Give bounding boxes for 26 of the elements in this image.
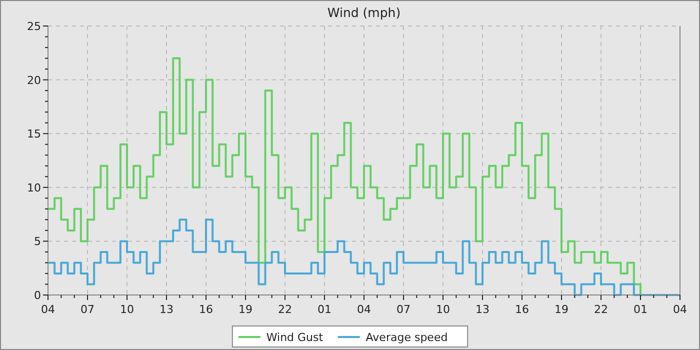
- x-tick-label: 22: [278, 303, 292, 316]
- y-tick-label: 15: [27, 128, 41, 141]
- x-tick-label: 10: [436, 303, 450, 316]
- x-tick-label: 13: [160, 303, 174, 316]
- y-tick-label: 0: [34, 289, 41, 302]
- x-tick-label: 19: [238, 303, 252, 316]
- x-tick-label: 01: [318, 303, 332, 316]
- x-tick-label: 10: [120, 303, 134, 316]
- x-tick-label: 13: [476, 303, 490, 316]
- x-tick-label: 16: [515, 303, 529, 316]
- x-tick-label: 07: [396, 303, 410, 316]
- y-tick-label: 20: [27, 74, 41, 87]
- x-tick-label: 19: [554, 303, 568, 316]
- x-tick-label: 22: [594, 303, 608, 316]
- y-tick-label: 25: [27, 20, 41, 33]
- x-tick-label: 01: [634, 303, 648, 316]
- x-tick-label: 07: [80, 303, 94, 316]
- x-tick-label: 04: [41, 303, 55, 316]
- x-tick-label: 16: [199, 303, 213, 316]
- y-tick-label: 10: [27, 181, 41, 194]
- legend-label: Wind Gust: [266, 331, 324, 344]
- chart-title: Wind (mph): [327, 5, 401, 20]
- legend-label: Average speed: [366, 331, 448, 344]
- y-tick-label: 5: [34, 235, 41, 248]
- x-tick-label: 04: [357, 303, 371, 316]
- x-tick-label: 04: [673, 303, 687, 316]
